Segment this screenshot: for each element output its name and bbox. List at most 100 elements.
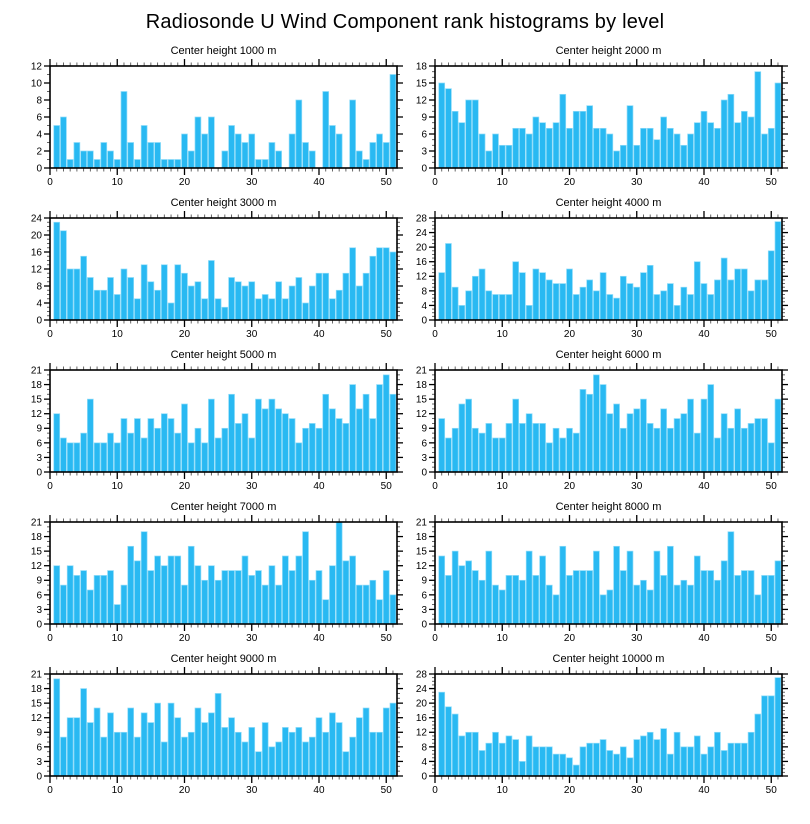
chart-cell-8000m: Center height 8000 m 0 10 20 30 40 50 0 3 6 9 12 15…	[405, 500, 810, 652]
chart-cell-4000m: Center height 4000 m 0 10 20 30 40 50 0 4 8 12 16 2…	[405, 196, 810, 348]
svg-text:0: 0	[432, 785, 438, 796]
svg-text:0: 0	[36, 315, 42, 326]
histogram-grid: Center height 1000 m 0 10 20 30 40 50 0 2 4 6 8 10 1…	[0, 44, 810, 804]
svg-text:6: 6	[36, 742, 42, 753]
histogram-3000m: 0 10 20 30 40 50 0 4 8 12 16 20 24	[31, 211, 403, 340]
svg-text:40: 40	[313, 329, 325, 340]
svg-text:3: 3	[421, 146, 427, 157]
svg-text:15: 15	[31, 395, 43, 406]
svg-text:0: 0	[36, 771, 42, 782]
svg-text:0: 0	[432, 481, 438, 492]
svg-text:21: 21	[31, 669, 43, 680]
svg-text:20: 20	[179, 177, 191, 188]
chart-cell-7000m: Center height 7000 m 0 10 20 30 40 50 0 3 6 9 12 15…	[0, 500, 405, 652]
svg-text:40: 40	[698, 177, 710, 188]
chart-title: Center height 10000 m	[552, 653, 665, 665]
svg-text:20: 20	[416, 699, 428, 710]
svg-text:20: 20	[179, 481, 191, 492]
svg-text:50: 50	[381, 329, 393, 340]
svg-text:15: 15	[416, 395, 428, 406]
svg-text:20: 20	[179, 785, 191, 796]
svg-text:9: 9	[36, 728, 42, 739]
svg-text:15: 15	[31, 699, 43, 710]
svg-text:21: 21	[416, 517, 428, 528]
chart-title: Center height 5000 m	[170, 349, 277, 361]
svg-text:10: 10	[112, 177, 124, 188]
svg-text:20: 20	[31, 230, 43, 241]
svg-text:12: 12	[416, 272, 428, 283]
svg-text:30: 30	[246, 481, 258, 492]
svg-text:50: 50	[381, 481, 393, 492]
svg-text:0: 0	[47, 329, 53, 340]
svg-text:15: 15	[416, 78, 428, 89]
svg-text:30: 30	[631, 633, 643, 644]
svg-text:0: 0	[421, 163, 427, 174]
svg-text:16: 16	[31, 247, 43, 258]
svg-text:9: 9	[36, 576, 42, 587]
svg-text:18: 18	[416, 380, 428, 391]
svg-text:20: 20	[564, 481, 576, 492]
page-title: Radiosonde U Wind Component rank histogr…	[145, 10, 665, 33]
svg-text:50: 50	[766, 633, 778, 644]
svg-text:0: 0	[432, 329, 438, 340]
svg-text:12: 12	[416, 409, 428, 420]
svg-text:10: 10	[497, 785, 509, 796]
svg-text:8: 8	[421, 286, 427, 297]
chart-cell-1000m: Center height 1000 m 0 10 20 30 40 50 0 2 4 6 8 10 1…	[0, 44, 405, 196]
figure-header: Radiosonde U Wind Component rank histogr…	[0, 0, 810, 44]
svg-text:6: 6	[36, 438, 42, 449]
svg-text:18: 18	[31, 532, 43, 543]
svg-text:10: 10	[112, 481, 124, 492]
histogram-6000m: 0 10 20 30 40 50 0 3 6 9 12 15 18 21	[416, 363, 788, 492]
svg-text:6: 6	[421, 438, 427, 449]
svg-text:12: 12	[416, 95, 428, 106]
svg-text:24: 24	[416, 684, 428, 695]
chart-title: Center height 6000 m	[555, 349, 662, 361]
svg-text:6: 6	[36, 590, 42, 601]
svg-text:8: 8	[36, 95, 42, 106]
svg-text:30: 30	[246, 177, 258, 188]
svg-text:24: 24	[31, 213, 43, 224]
histogram-8000m: 0 10 20 30 40 50 0 3 6 9 12 15 18 21	[416, 515, 788, 644]
svg-text:0: 0	[432, 177, 438, 188]
svg-text:30: 30	[631, 481, 643, 492]
svg-text:28: 28	[416, 213, 428, 224]
svg-text:30: 30	[246, 785, 258, 796]
histogram-1000m: 0 10 20 30 40 50 0 2 4 6 8 10 12	[31, 59, 403, 188]
svg-text:3: 3	[36, 605, 42, 616]
svg-text:12: 12	[31, 264, 43, 275]
chart-cell-3000m: Center height 3000 m 0 10 20 30 40 50 0 4 8 12 16 2…	[0, 196, 405, 348]
svg-text:20: 20	[564, 785, 576, 796]
svg-text:12: 12	[31, 713, 43, 724]
chart-title: Center height 9000 m	[170, 653, 277, 665]
svg-text:20: 20	[564, 329, 576, 340]
svg-text:12: 12	[416, 561, 428, 572]
svg-text:10: 10	[112, 633, 124, 644]
svg-text:12: 12	[31, 61, 43, 72]
svg-text:10: 10	[497, 177, 509, 188]
chart-cell-9000m: Center height 9000 m 0 10 20 30 40 50 0 3 6 9 12 15…	[0, 652, 405, 804]
svg-text:8: 8	[421, 742, 427, 753]
svg-text:0: 0	[36, 619, 42, 630]
svg-text:18: 18	[416, 532, 428, 543]
svg-text:9: 9	[421, 112, 427, 123]
svg-text:40: 40	[698, 633, 710, 644]
svg-text:3: 3	[36, 757, 42, 768]
svg-text:0: 0	[47, 177, 53, 188]
svg-text:0: 0	[421, 619, 427, 630]
svg-text:0: 0	[36, 163, 42, 174]
svg-text:3: 3	[421, 453, 427, 464]
chart-title: Center height 1000 m	[170, 45, 277, 57]
svg-text:0: 0	[47, 481, 53, 492]
svg-text:6: 6	[36, 112, 42, 123]
svg-text:20: 20	[179, 633, 191, 644]
svg-text:3: 3	[421, 605, 427, 616]
svg-text:0: 0	[421, 467, 427, 478]
histogram-5000m: 0 10 20 30 40 50 0 3 6 9 12 15 18 21	[31, 363, 403, 492]
svg-text:0: 0	[36, 467, 42, 478]
svg-text:20: 20	[564, 633, 576, 644]
histogram-2000m: 0 10 20 30 40 50 0 3 6 9 12 15 18	[416, 59, 788, 188]
histogram-10000m: 0 10 20 30 40 50 0 4 8 12 16 20 24 28	[416, 667, 788, 796]
chart-title: Center height 4000 m	[555, 197, 662, 209]
svg-text:21: 21	[416, 365, 428, 376]
